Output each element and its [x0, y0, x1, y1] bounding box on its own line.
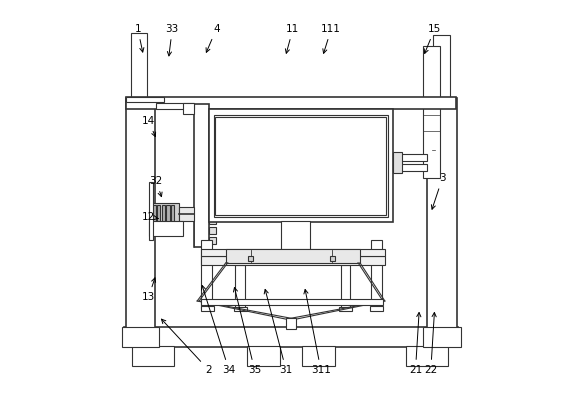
Bar — [236, 265, 245, 309]
Text: 35: 35 — [233, 288, 261, 375]
Bar — [126, 98, 155, 328]
Bar — [370, 306, 383, 311]
Bar — [201, 240, 212, 309]
Bar — [233, 307, 247, 311]
Text: 31: 31 — [264, 289, 293, 375]
Text: 22: 22 — [424, 312, 438, 375]
Text: 11: 11 — [285, 24, 300, 53]
Bar — [208, 122, 215, 128]
Bar — [208, 179, 215, 186]
Text: 14: 14 — [142, 116, 155, 136]
Bar — [132, 346, 174, 366]
Bar — [423, 327, 461, 347]
Text: 33: 33 — [166, 24, 179, 56]
Bar — [166, 205, 169, 223]
Bar — [406, 346, 448, 366]
Bar — [122, 327, 159, 347]
Bar — [248, 256, 254, 261]
Text: 32: 32 — [150, 176, 163, 197]
Bar — [183, 103, 194, 115]
Bar — [329, 256, 335, 261]
Bar — [371, 240, 382, 309]
Bar — [392, 154, 427, 161]
Bar — [282, 221, 310, 255]
Bar — [201, 249, 385, 256]
Bar — [131, 33, 147, 98]
Text: 1: 1 — [134, 24, 144, 52]
Bar — [152, 205, 156, 223]
Bar — [171, 205, 174, 223]
Bar — [125, 327, 457, 347]
Bar — [208, 112, 215, 119]
Bar — [286, 318, 296, 329]
Bar — [208, 198, 215, 205]
Bar — [427, 98, 457, 328]
Bar — [208, 217, 215, 224]
Bar — [179, 207, 194, 221]
Bar — [194, 104, 208, 247]
Text: 311: 311 — [304, 290, 331, 375]
Text: 12: 12 — [142, 212, 158, 222]
Bar — [208, 160, 215, 167]
Bar — [226, 249, 360, 263]
Text: 3: 3 — [431, 174, 446, 209]
Bar — [434, 35, 449, 98]
Bar — [208, 109, 392, 223]
Text: 111: 111 — [321, 24, 341, 53]
Text: 4: 4 — [206, 24, 219, 52]
Bar — [208, 208, 215, 215]
Bar — [339, 307, 352, 311]
Bar — [208, 150, 215, 157]
Bar — [392, 164, 427, 171]
Bar — [247, 346, 279, 366]
Bar — [214, 115, 388, 217]
Text: 13: 13 — [142, 278, 155, 302]
Bar — [208, 170, 215, 176]
Bar — [208, 131, 215, 138]
Bar — [148, 182, 153, 240]
Bar — [157, 205, 161, 223]
Bar — [303, 346, 335, 366]
Bar — [201, 299, 383, 305]
Bar — [208, 189, 215, 196]
Bar — [148, 221, 183, 236]
Bar — [201, 256, 385, 265]
Bar — [208, 141, 215, 148]
Bar — [126, 97, 164, 102]
Bar — [201, 306, 214, 311]
Bar — [341, 265, 350, 309]
Bar — [156, 103, 194, 109]
Bar — [215, 117, 386, 215]
Text: 2: 2 — [161, 319, 212, 375]
Bar — [423, 46, 439, 178]
Bar — [284, 253, 308, 259]
Bar — [208, 237, 215, 243]
Bar — [151, 203, 179, 224]
Text: 15: 15 — [424, 24, 441, 53]
Text: 21: 21 — [409, 312, 422, 375]
Text: 34: 34 — [201, 286, 236, 375]
Bar — [392, 152, 402, 173]
Bar — [162, 205, 165, 223]
Bar — [126, 97, 456, 109]
Bar — [208, 227, 215, 234]
